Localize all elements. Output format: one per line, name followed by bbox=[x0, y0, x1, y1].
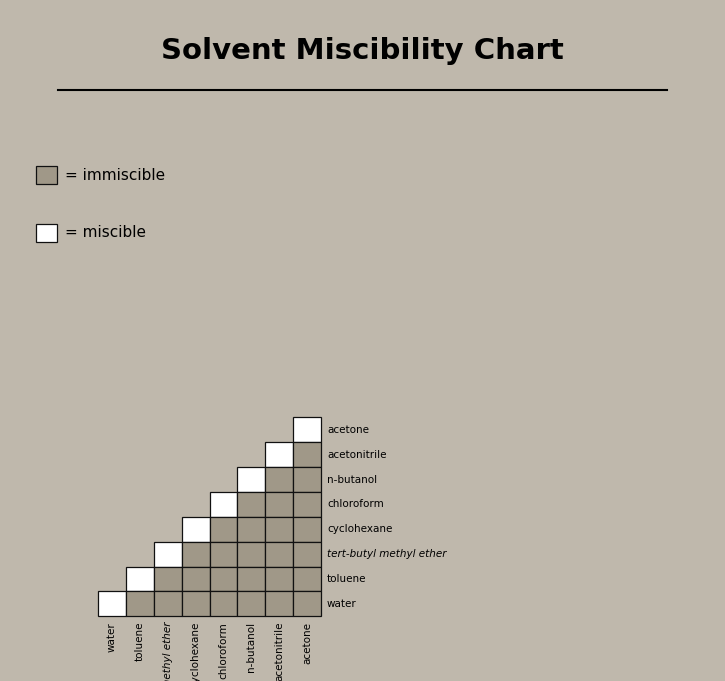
Bar bbox=[293, 517, 321, 542]
Bar bbox=[237, 567, 265, 591]
Bar bbox=[293, 417, 321, 443]
Text: n-butanol: n-butanol bbox=[327, 475, 377, 485]
Bar bbox=[265, 517, 293, 542]
Bar bbox=[154, 591, 181, 616]
Bar bbox=[237, 492, 265, 517]
Bar bbox=[98, 591, 126, 616]
Bar bbox=[36, 166, 57, 184]
Text: water: water bbox=[107, 622, 117, 652]
Bar bbox=[265, 467, 293, 492]
Text: acetonitrile: acetonitrile bbox=[327, 449, 386, 460]
Bar bbox=[126, 591, 154, 616]
Bar bbox=[237, 467, 265, 492]
Text: acetonitrile: acetonitrile bbox=[274, 622, 284, 681]
Bar bbox=[210, 567, 238, 591]
Bar bbox=[181, 567, 210, 591]
Bar bbox=[181, 591, 210, 616]
Text: tert-butyl methyl ether: tert-butyl methyl ether bbox=[162, 622, 173, 681]
Bar bbox=[293, 567, 321, 591]
Text: = miscible: = miscible bbox=[65, 225, 146, 240]
Bar bbox=[181, 542, 210, 567]
Text: water: water bbox=[327, 599, 357, 609]
Text: chloroform: chloroform bbox=[218, 622, 228, 678]
Bar bbox=[210, 542, 238, 567]
Bar bbox=[265, 492, 293, 517]
Bar bbox=[237, 542, 265, 567]
Text: cyclohexane: cyclohexane bbox=[191, 622, 201, 681]
Bar bbox=[265, 567, 293, 591]
Bar bbox=[265, 542, 293, 567]
Bar bbox=[293, 467, 321, 492]
Bar bbox=[154, 542, 181, 567]
Bar bbox=[265, 443, 293, 467]
Text: acetone: acetone bbox=[302, 622, 312, 664]
Bar bbox=[293, 591, 321, 616]
Text: toluene: toluene bbox=[327, 574, 366, 584]
Bar bbox=[293, 492, 321, 517]
Text: toluene: toluene bbox=[135, 622, 145, 661]
Bar bbox=[293, 443, 321, 467]
Bar bbox=[210, 517, 238, 542]
Text: cyclohexane: cyclohexane bbox=[327, 524, 392, 535]
Bar bbox=[181, 517, 210, 542]
Bar bbox=[210, 591, 238, 616]
Bar bbox=[293, 542, 321, 567]
Bar bbox=[237, 517, 265, 542]
Bar bbox=[265, 591, 293, 616]
Bar bbox=[154, 567, 181, 591]
Bar bbox=[126, 567, 154, 591]
Text: Solvent Miscibility Chart: Solvent Miscibility Chart bbox=[161, 37, 564, 65]
Text: tert-butyl methyl ether: tert-butyl methyl ether bbox=[327, 549, 447, 559]
Text: = immiscible: = immiscible bbox=[65, 168, 165, 183]
Bar bbox=[36, 224, 57, 242]
Bar bbox=[210, 492, 238, 517]
Bar bbox=[237, 591, 265, 616]
Text: chloroform: chloroform bbox=[327, 499, 384, 509]
Text: n-butanol: n-butanol bbox=[247, 622, 257, 672]
Text: acetone: acetone bbox=[327, 425, 369, 435]
